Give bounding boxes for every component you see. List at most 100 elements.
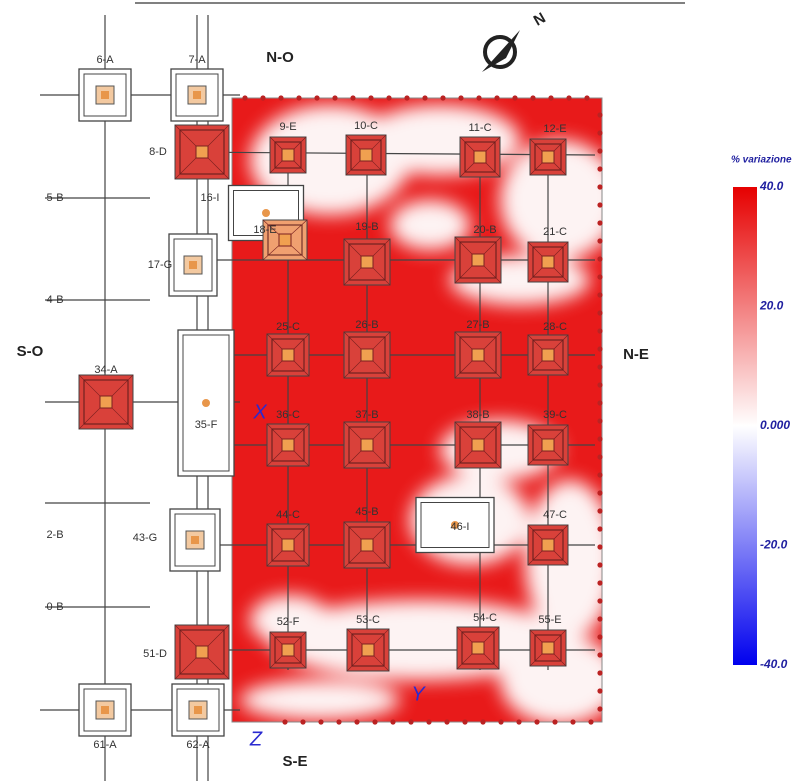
node-label: 34-A (94, 364, 118, 376)
border-dot (426, 719, 431, 724)
axis-label: Y (411, 683, 426, 705)
node-label: 25-C (276, 321, 300, 333)
column-core (101, 91, 109, 99)
column (542, 439, 554, 451)
column (542, 539, 554, 551)
border-dot (597, 706, 602, 711)
node-label: 61-A (93, 739, 117, 751)
column-core (193, 91, 201, 99)
node-label: 18-E (253, 224, 276, 236)
border-dot (597, 220, 602, 225)
node-label: 9-E (279, 121, 296, 133)
column (360, 149, 372, 161)
column (361, 349, 373, 361)
border-dot (597, 670, 602, 675)
border-dot (440, 95, 445, 100)
column (100, 396, 112, 408)
border-dot (390, 719, 395, 724)
column (196, 646, 208, 658)
node-label: 12-E (543, 123, 566, 135)
border-dot (530, 95, 535, 100)
node-label: 62-A (186, 739, 210, 751)
orientation-label: S-O (17, 343, 44, 360)
node-label: 47-C (543, 509, 567, 521)
border-dot (597, 634, 602, 639)
legend-tick-label: -20.0 (760, 538, 788, 552)
node-label: 55-E (538, 614, 561, 626)
column (361, 539, 373, 551)
node-label: 43-G (133, 532, 157, 544)
border-dot (588, 719, 593, 724)
border-dot (314, 95, 319, 100)
border-dot (597, 562, 602, 567)
axis-label: X (252, 401, 267, 423)
column (196, 146, 208, 158)
column (472, 254, 484, 266)
beam-label: 5-B (46, 192, 63, 204)
border-dot (597, 364, 602, 369)
node-label: 46-I (451, 521, 470, 533)
border-dot (597, 292, 602, 297)
beam-label: 4-B (46, 294, 63, 306)
node-label: 45-B (355, 506, 378, 518)
border-dot (597, 130, 602, 135)
column-core (189, 261, 197, 269)
border-dot (597, 526, 602, 531)
legend-tick-label: 0.000 (760, 418, 790, 432)
border-dot (597, 688, 602, 693)
border-dot (336, 719, 341, 724)
column (282, 149, 294, 161)
border-dot (462, 719, 467, 724)
column-node: 17-G (148, 234, 217, 296)
border-dot (597, 256, 602, 261)
node-label: 17-G (148, 259, 172, 271)
beam-label: 2-B (46, 529, 63, 541)
column (472, 642, 484, 654)
border-dot (372, 719, 377, 724)
border-dot (242, 95, 247, 100)
column-node: 61-A (79, 684, 131, 751)
border-dot (354, 719, 359, 724)
orientation-label: S-E (282, 753, 307, 770)
beam-label: 0-B (46, 601, 63, 613)
column (472, 349, 484, 361)
node-label: 37-B (355, 409, 378, 421)
node-label: 8-D (149, 146, 167, 158)
border-dot (480, 719, 485, 724)
border-dot (278, 95, 283, 100)
legend-tick-label: 40.0 (759, 179, 784, 193)
node-label: 26-B (355, 319, 378, 331)
node-label: 54-C (473, 612, 497, 624)
border-dot (584, 95, 589, 100)
column (474, 151, 486, 163)
column-node: 8-D (149, 125, 229, 179)
node-label: 10-C (354, 120, 378, 132)
column-core (194, 706, 202, 714)
column-core (101, 706, 109, 714)
column (542, 349, 554, 361)
column (362, 644, 374, 656)
column (542, 256, 554, 268)
legend-title: % variazione (731, 155, 792, 166)
node-label: 11-C (468, 122, 491, 134)
column (262, 209, 270, 217)
border-dot (296, 95, 301, 100)
border-dot (597, 274, 602, 279)
column (279, 234, 291, 246)
border-dot (422, 95, 427, 100)
border-dot (282, 719, 287, 724)
border-dot (318, 719, 323, 724)
compass-label: N (531, 9, 549, 29)
column-node: 7-A (171, 54, 223, 121)
legend-tick-label: -40.0 (760, 657, 788, 671)
border-dot (498, 719, 503, 724)
node-label: 19-B (355, 221, 378, 233)
column (282, 644, 294, 656)
column (361, 439, 373, 451)
node-label: 6-A (96, 54, 114, 66)
border-dot (597, 616, 602, 621)
border-dot (597, 508, 602, 513)
node-label: 20-B (473, 224, 496, 236)
axis-label: Z (249, 728, 263, 750)
border-dot (552, 719, 557, 724)
